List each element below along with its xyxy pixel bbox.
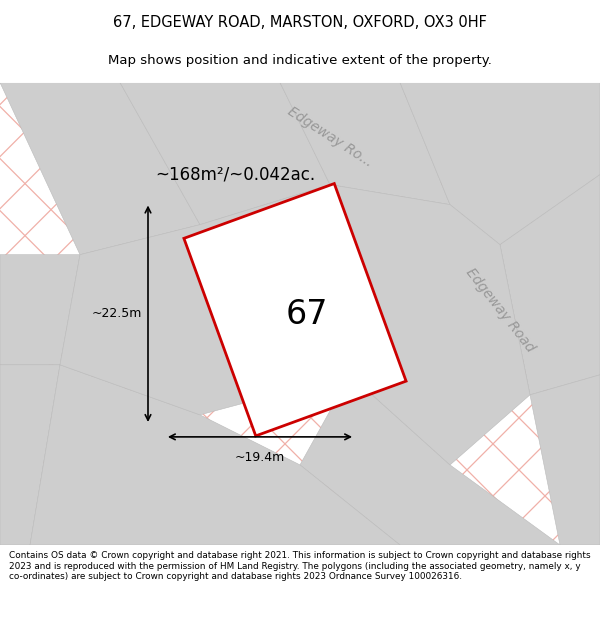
Text: ~22.5m: ~22.5m	[92, 308, 142, 320]
Text: ~19.4m: ~19.4m	[235, 451, 285, 464]
Polygon shape	[0, 82, 200, 254]
Text: Edgeway Road: Edgeway Road	[463, 265, 537, 354]
Polygon shape	[500, 174, 600, 395]
Polygon shape	[30, 365, 400, 545]
Polygon shape	[280, 82, 450, 204]
Polygon shape	[0, 365, 60, 545]
Text: 67: 67	[286, 298, 328, 331]
Polygon shape	[184, 184, 406, 436]
Polygon shape	[120, 82, 330, 224]
Polygon shape	[60, 184, 530, 465]
Polygon shape	[0, 254, 80, 365]
Text: 67, EDGEWAY ROAD, MARSTON, OXFORD, OX3 0HF: 67, EDGEWAY ROAD, MARSTON, OXFORD, OX3 0…	[113, 15, 487, 30]
Polygon shape	[530, 375, 600, 545]
Text: ~168m²/~0.042ac.: ~168m²/~0.042ac.	[155, 166, 315, 184]
Polygon shape	[400, 82, 600, 244]
Text: Contains OS data © Crown copyright and database right 2021. This information is : Contains OS data © Crown copyright and d…	[9, 551, 590, 581]
Text: Edgeway Ro...: Edgeway Ro...	[285, 104, 375, 169]
Polygon shape	[300, 375, 560, 545]
Text: Map shows position and indicative extent of the property.: Map shows position and indicative extent…	[108, 54, 492, 67]
